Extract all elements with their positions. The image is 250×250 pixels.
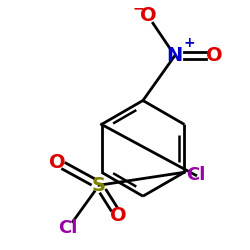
- Text: O: O: [206, 46, 223, 65]
- Text: N: N: [167, 46, 183, 65]
- Text: −: −: [132, 2, 144, 16]
- Text: O: O: [140, 6, 156, 25]
- Text: Cl: Cl: [58, 219, 78, 237]
- Text: O: O: [110, 206, 126, 225]
- Text: +: +: [184, 36, 196, 50]
- Text: Cl: Cl: [186, 166, 206, 184]
- Text: S: S: [92, 176, 106, 195]
- Text: O: O: [49, 153, 66, 172]
